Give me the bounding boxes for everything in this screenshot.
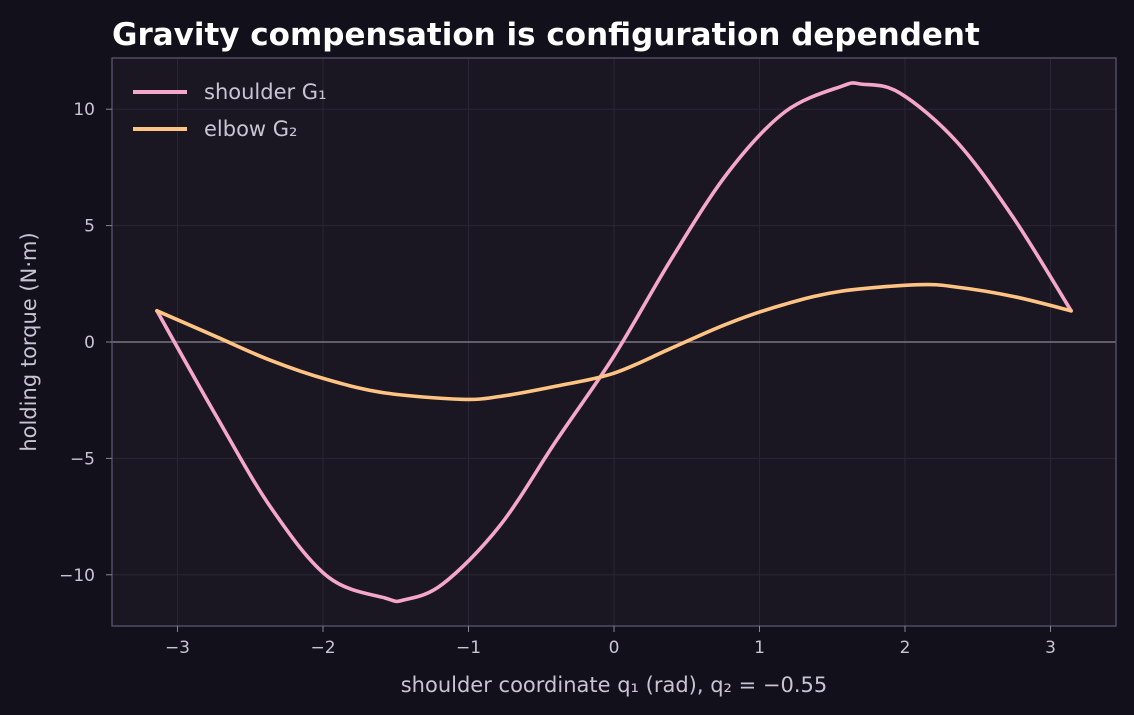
x-tick-label: −1 <box>456 638 481 658</box>
y-axis-ticks: −10 −5 0 5 10 <box>59 100 112 586</box>
x-tick-label: 2 <box>900 638 911 658</box>
series-line-1 <box>155 81 1073 604</box>
series-layer <box>155 81 1073 604</box>
y-axis-label: holding torque (N·m) <box>17 232 41 451</box>
legend: shoulder G₁ elbow G₂ <box>133 80 327 141</box>
y-tick-label: 10 <box>73 100 95 120</box>
y-tick-label: −5 <box>70 449 95 469</box>
x-axis-label: shoulder coordinate q₁ (rad), q₂ = −0.55 <box>401 673 828 697</box>
legend-label-2: elbow G₂ <box>204 117 297 141</box>
x-tick-label: 0 <box>609 638 620 658</box>
x-tick-label: −2 <box>310 638 335 658</box>
y-tick-label: 0 <box>84 333 95 353</box>
x-tick-label: 1 <box>754 638 765 658</box>
series-line-2 <box>155 282 1073 402</box>
y-tick-label: 5 <box>84 217 95 237</box>
x-tick-label: −3 <box>165 638 190 658</box>
x-tick-label: 3 <box>1045 638 1056 658</box>
plot-area <box>111 57 1117 627</box>
x-axis-ticks: −3 −2 −1 0 1 2 3 <box>165 626 1056 658</box>
legend-label-1: shoulder G₁ <box>204 80 327 104</box>
chart-title: Gravity compensation is configuration de… <box>112 17 980 53</box>
y-tick-label: −10 <box>59 566 95 586</box>
